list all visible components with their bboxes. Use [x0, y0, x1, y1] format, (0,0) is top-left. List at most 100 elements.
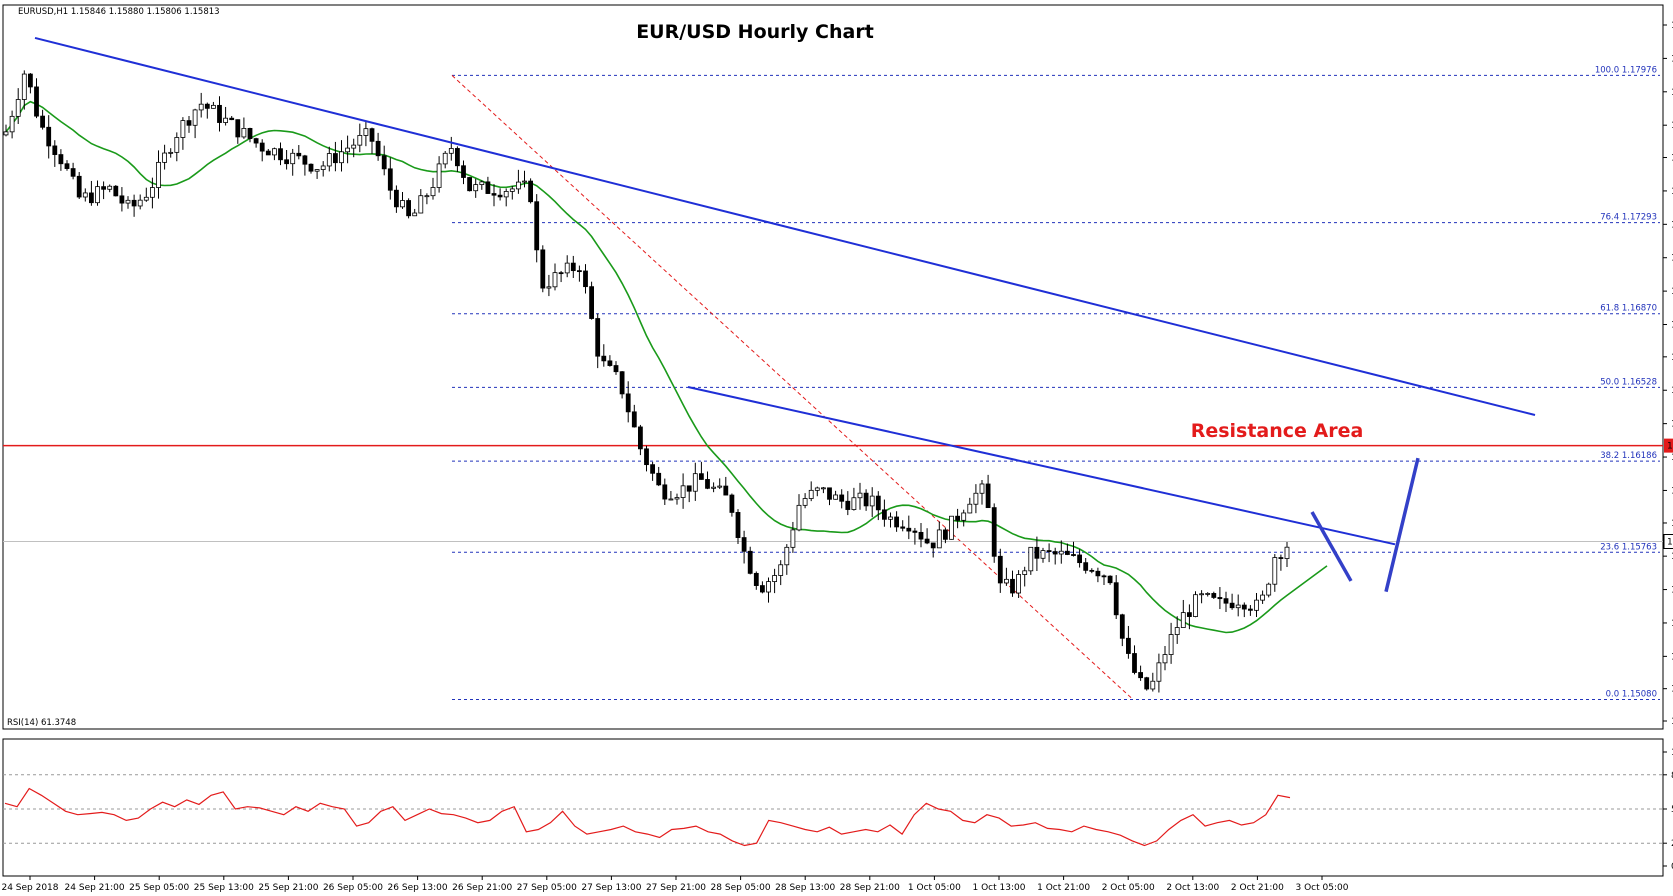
candle [479, 180, 485, 190]
candle-body [82, 192, 88, 198]
candle-body [131, 199, 137, 207]
candle-body [1065, 550, 1070, 555]
time-tick-label: 28 Sep 21:00 [840, 883, 900, 893]
candle-body [949, 515, 954, 540]
candle [76, 172, 82, 199]
candle [869, 487, 875, 518]
fib-level-label: 61.8 1.16870 [1600, 304, 1657, 314]
candle-body [894, 516, 899, 528]
candle [1071, 541, 1076, 557]
candle [802, 493, 808, 509]
candle [345, 135, 351, 164]
candle [204, 102, 210, 119]
candle [723, 476, 729, 496]
candle [58, 149, 64, 171]
candle-body [589, 286, 594, 319]
candle [1284, 541, 1290, 568]
candle-body [332, 153, 338, 164]
candle-body [284, 159, 290, 165]
candle [778, 560, 784, 586]
candle-body [821, 487, 826, 490]
rsi-line [4, 787, 1291, 847]
candle [711, 482, 716, 493]
candle-body [863, 492, 869, 507]
candle [64, 160, 70, 171]
candle [125, 196, 131, 209]
candle [436, 156, 442, 193]
candle [1266, 582, 1272, 598]
candle-body [1278, 557, 1284, 559]
candle [424, 193, 430, 205]
candle [339, 140, 344, 172]
price-tick-label: 1.18055 [1671, 54, 1673, 64]
candle-body [1071, 554, 1076, 556]
candle [735, 509, 741, 545]
resistance-area-label: Resistance Area [1191, 420, 1364, 442]
candle [180, 117, 186, 150]
candle [314, 169, 320, 179]
candle [168, 148, 174, 158]
candle-body [70, 168, 76, 177]
candle [1144, 676, 1150, 691]
candle-body [766, 581, 771, 593]
candle [497, 188, 503, 201]
candle-body [278, 148, 283, 161]
candle [936, 521, 942, 549]
price-tick-label: 1.17130 [1671, 254, 1673, 264]
fib-level-label: 23.6 1.15763 [1600, 542, 1657, 552]
candle-body [918, 531, 924, 540]
candle-body [15, 99, 21, 117]
candle-body [1016, 574, 1021, 594]
candle-body [1083, 562, 1089, 571]
candle-body [9, 115, 15, 133]
candle [607, 355, 613, 367]
candle-body [778, 564, 784, 576]
candle-body [888, 516, 893, 520]
candle-body [967, 503, 973, 514]
price-tick-label: 1.15899 [1671, 519, 1673, 529]
candle-body [229, 117, 235, 121]
candle [1004, 567, 1009, 586]
chart-title: EUR/USD Hourly Chart [636, 21, 874, 43]
candle [149, 177, 155, 209]
candle-body [375, 140, 381, 157]
candle [601, 344, 607, 367]
candle-body [168, 151, 174, 154]
candle [912, 527, 918, 545]
candle-body [113, 185, 119, 197]
price-tick-label: 1.15435 [1671, 619, 1673, 629]
candle [27, 73, 33, 94]
candle [253, 137, 259, 148]
price-tick-label: 1.16050 [1671, 486, 1673, 496]
candle [851, 487, 857, 511]
candle-body [875, 495, 881, 511]
resistance-price-badge [1664, 438, 1673, 453]
candle [1083, 557, 1089, 574]
candle-body [34, 86, 39, 117]
candle-body [784, 546, 790, 566]
candle [1162, 646, 1168, 671]
price-panel-frame [2, 4, 1664, 730]
candle-body [985, 483, 991, 509]
price-tick-label: 1.15280 [1671, 652, 1673, 662]
candle-body [735, 512, 741, 538]
candle-body [833, 494, 838, 500]
candle [3, 124, 9, 137]
current-price-badge [1663, 534, 1673, 550]
candle [906, 515, 912, 540]
candle-body [674, 497, 680, 500]
candle [320, 161, 326, 177]
candle [1119, 613, 1125, 647]
candle-body [320, 165, 326, 170]
candle-body [89, 192, 94, 204]
candle-body [564, 262, 570, 274]
candle-body [406, 200, 412, 217]
candle-body [1040, 550, 1046, 559]
time-tick-label: 1 Oct 21:00 [1037, 883, 1090, 893]
rsi-panel-frame [2, 738, 1664, 877]
candle [1260, 590, 1265, 604]
candle [82, 188, 88, 202]
candle [943, 527, 948, 544]
candle-body [686, 485, 692, 492]
